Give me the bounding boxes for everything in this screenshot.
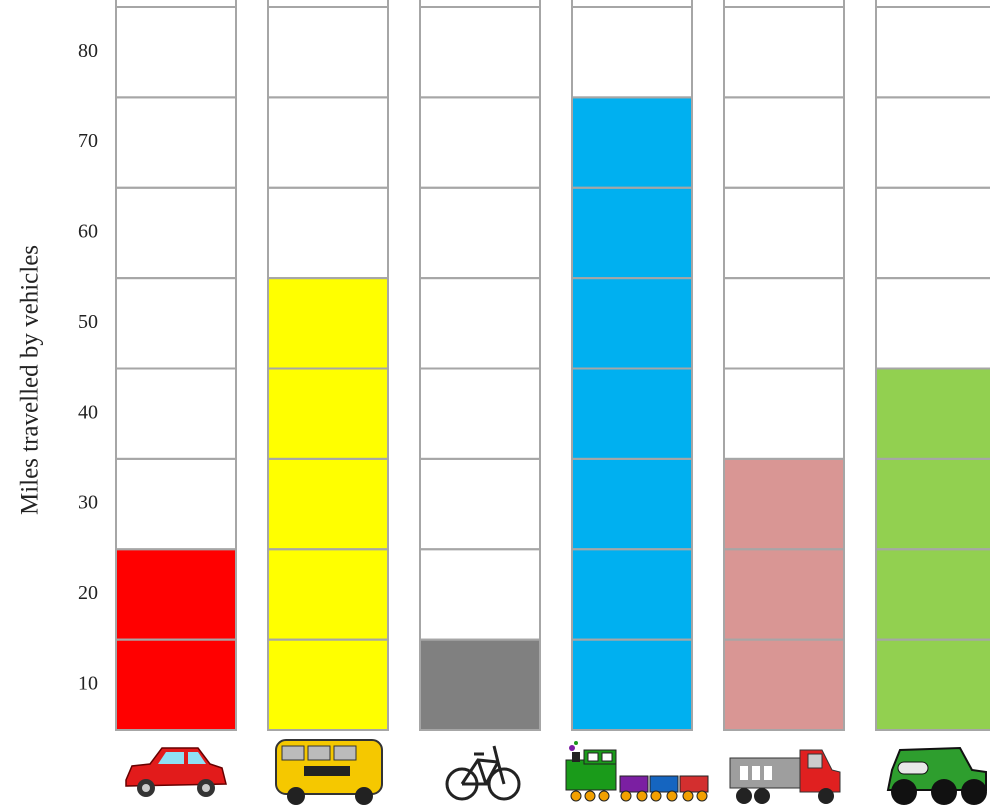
vehicle-icons <box>125 739 987 805</box>
grid-cell <box>419 548 541 641</box>
grid-cell <box>419 6 541 99</box>
grid-cell <box>875 277 990 370</box>
grid-cell <box>115 277 237 370</box>
grid-cell <box>267 6 389 99</box>
bicycle-icon <box>445 745 521 801</box>
y-axis-label: Miles travelled by vehicles <box>17 245 44 515</box>
grid-cell <box>419 367 541 460</box>
grid-cell <box>115 367 237 460</box>
grid-cell <box>875 96 990 189</box>
grid-cell <box>115 457 237 551</box>
grid-cell <box>267 96 389 189</box>
bar <box>724 458 844 730</box>
y-tick-label: 30 <box>78 492 98 514</box>
y-tick-label: 70 <box>78 130 98 152</box>
car-icon <box>125 747 227 797</box>
grid-cell <box>115 6 237 99</box>
grid-cell <box>419 457 541 551</box>
y-tick-label: 10 <box>78 672 98 694</box>
grid-cell <box>723 96 845 189</box>
truck-icon <box>729 749 841 804</box>
y-tick-label: 50 <box>78 311 98 333</box>
grid-cell <box>419 96 541 189</box>
grid-cell <box>875 186 990 280</box>
bus-icon <box>275 739 383 805</box>
grid-cell <box>115 96 237 189</box>
grid-cell <box>419 186 541 280</box>
grid-cell <box>419 277 541 370</box>
grid-cell <box>571 6 693 99</box>
bar <box>572 97 692 730</box>
y-tick-label: 80 <box>78 40 98 62</box>
bar <box>420 639 540 730</box>
y-tick-label: 20 <box>78 582 98 604</box>
y-tick-label: 40 <box>78 401 98 423</box>
grid-cell <box>115 186 237 280</box>
grid-cell <box>875 6 990 99</box>
jeep-icon <box>886 746 987 805</box>
y-tick-label: 60 <box>78 221 98 243</box>
bar <box>268 278 388 730</box>
grid-cell <box>267 186 389 280</box>
grid-cell <box>723 367 845 460</box>
plot-area: 10 20 30 40 50 60 70 80 <box>78 0 990 731</box>
train-icon <box>565 741 709 802</box>
grid-cell <box>723 277 845 370</box>
grid-cell <box>723 186 845 280</box>
grid-cell <box>723 6 845 99</box>
